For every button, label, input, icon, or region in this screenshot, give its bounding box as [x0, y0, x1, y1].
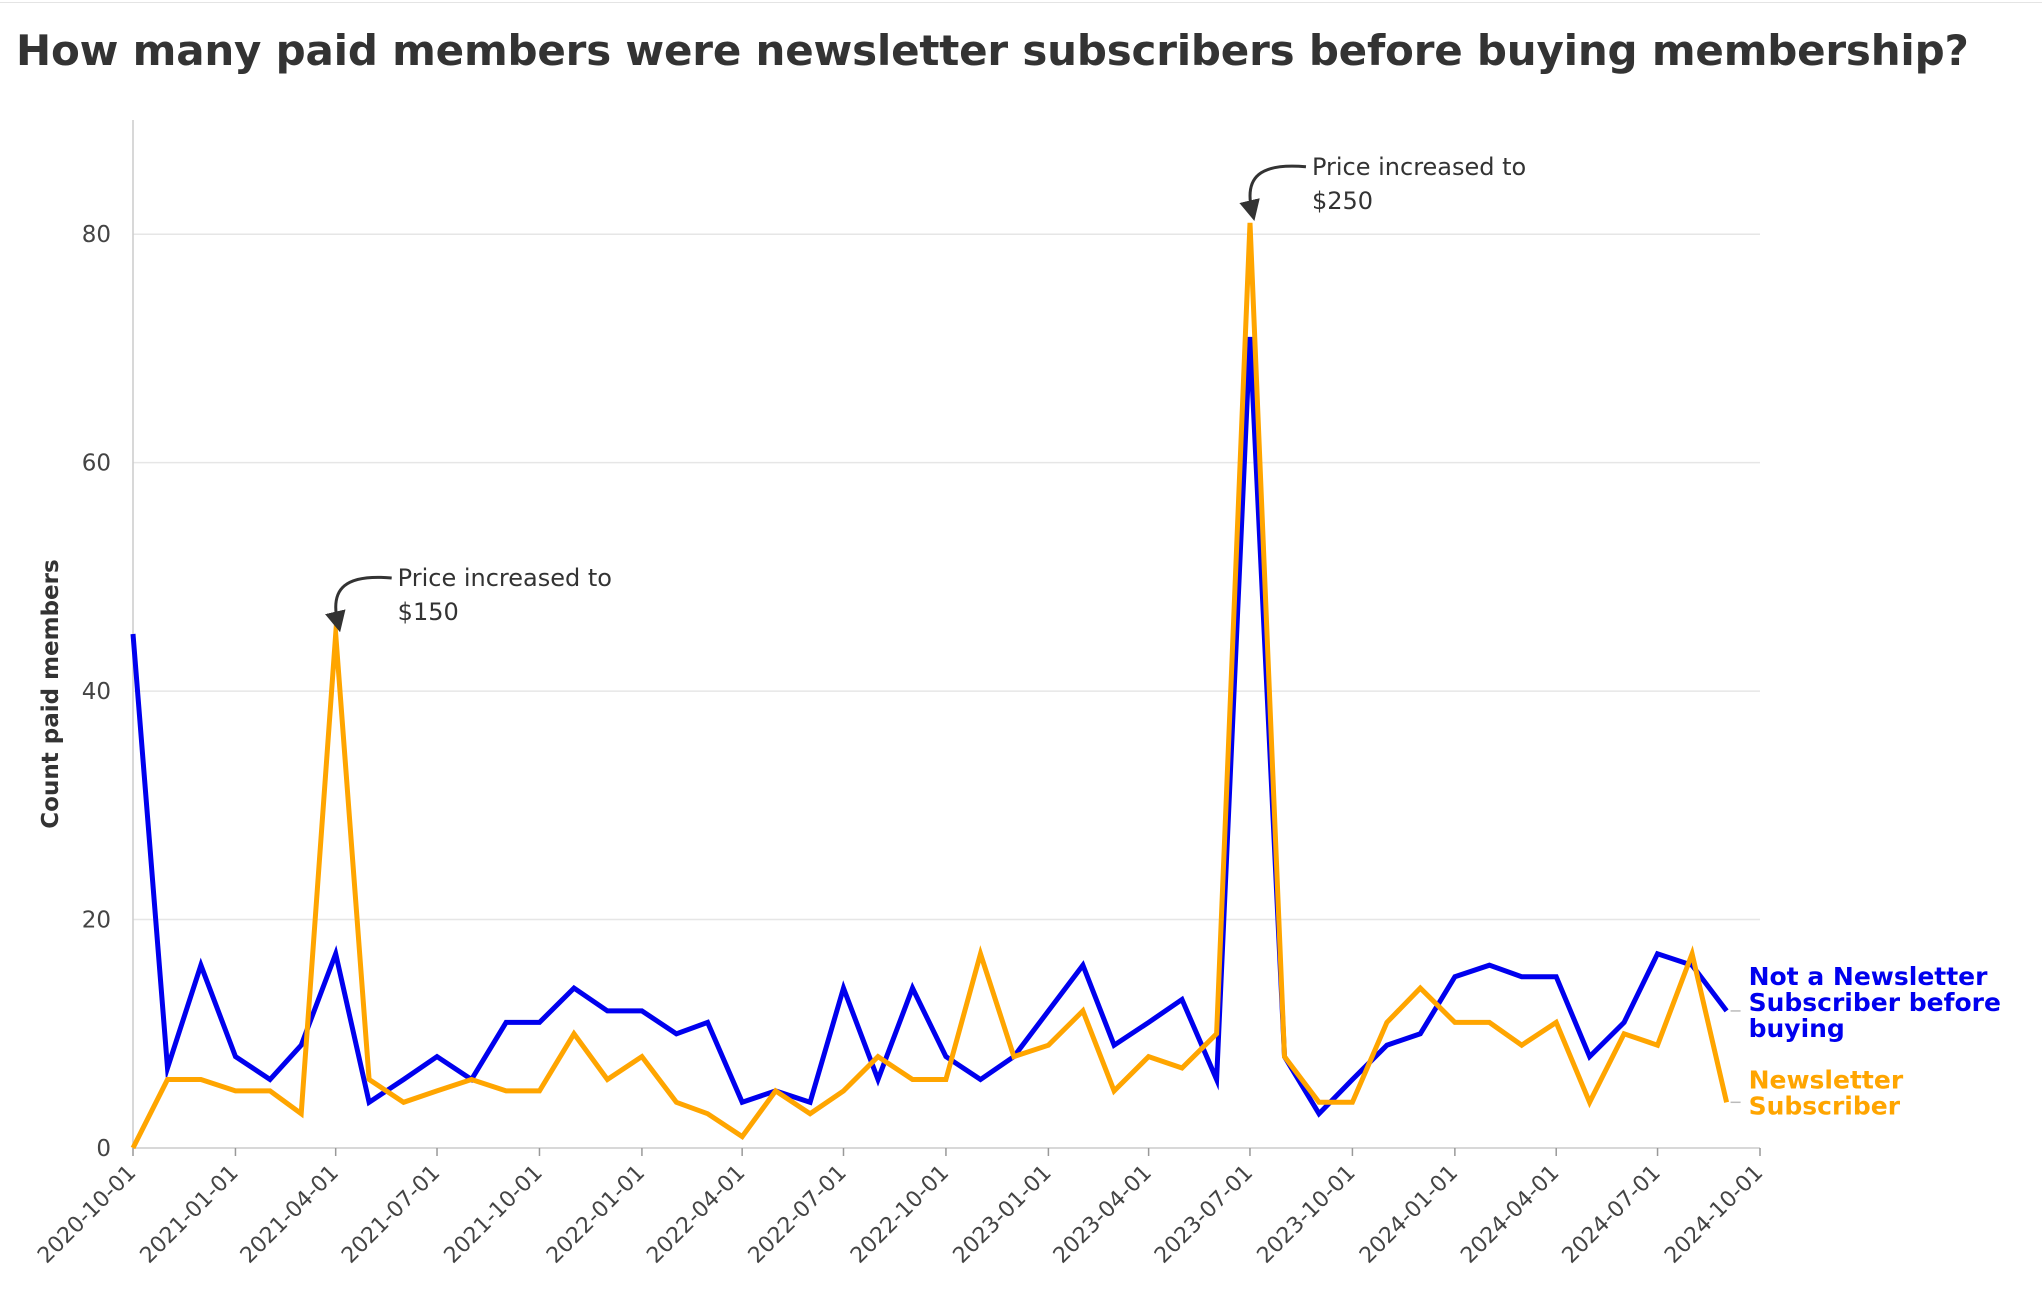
- y-tick-label: 0: [96, 1136, 111, 1162]
- x-tick-label: 2022-01-01: [542, 1161, 650, 1269]
- x-tick-label: 2023-10-01: [1253, 1161, 1361, 1269]
- annotation-text: Price increased to $150: [398, 564, 612, 626]
- series-line-subscriber: [130, 222, 1730, 1150]
- x-tick-label: 2023-04-01: [1049, 1161, 1157, 1269]
- x-tick-label: 2022-04-01: [642, 1161, 750, 1269]
- legend-label: Not a Newsletter Subscriber before buying: [1749, 962, 2001, 1043]
- legend-label: Newsletter Subscriber: [1749, 1065, 1904, 1120]
- annotation-arrow: [1239, 164, 1307, 222]
- legend-label-line: Subscriber before: [1749, 988, 2001, 1017]
- annotation-arrow: [325, 575, 392, 633]
- x-tick-label: 2021-01-01: [136, 1161, 244, 1269]
- x-tick-label: 2024-10-01: [1660, 1161, 1768, 1269]
- x-tick-label: 2021-04-01: [236, 1161, 344, 1269]
- x-tick-label: 2023-07-01: [1150, 1161, 1258, 1269]
- legend: Not a Newsletter Subscriber before buyingN…: [1730, 962, 2001, 1120]
- x-tick-label: 2022-10-01: [846, 1161, 954, 1269]
- x-tick-label: 2020-10-01: [33, 1161, 141, 1269]
- x-tick-label: 2021-10-01: [440, 1161, 548, 1269]
- series: [130, 222, 1730, 1150]
- annotation-text: Price increased to $250: [1312, 153, 1526, 215]
- legend-label-line: Newsletter: [1749, 1065, 1904, 1094]
- y-tick-label: 80: [82, 222, 111, 248]
- axes: 0204060802020-10-012021-01-012021-04-012…: [33, 120, 1768, 1269]
- x-tick-label: 2024-01-01: [1355, 1161, 1463, 1269]
- x-tick-label: 2024-04-01: [1456, 1161, 1564, 1269]
- top-rule: [0, 2, 2042, 3]
- y-tick-label: 20: [82, 908, 111, 934]
- legend-label-line: Not a Newsletter: [1749, 962, 1989, 991]
- y-axis-title: Count paid members: [38, 559, 64, 828]
- x-tick-label: 2022-07-01: [744, 1161, 852, 1269]
- x-tick-label: 2023-01-01: [949, 1161, 1057, 1269]
- x-tick-label: 2021-07-01: [337, 1161, 445, 1269]
- annotation-text-line: Price increased to: [1312, 153, 1526, 181]
- legend-label-line: Subscriber: [1749, 1091, 1901, 1120]
- y-tick-label: 60: [82, 451, 111, 477]
- gridlines: [133, 233, 1760, 921]
- annotation-text-line: $150: [398, 598, 459, 626]
- annotation-text-line: $250: [1312, 187, 1373, 215]
- chart-title: How many paid members were newsletter su…: [16, 26, 1969, 75]
- x-tick-label: 2024-07-01: [1558, 1161, 1666, 1269]
- legend-label-line: buying: [1749, 1014, 1845, 1043]
- annotation-text-line: Price increased to: [398, 564, 612, 592]
- y-tick-label: 40: [82, 679, 111, 705]
- series-line-not-subscriber: [130, 336, 1729, 1118]
